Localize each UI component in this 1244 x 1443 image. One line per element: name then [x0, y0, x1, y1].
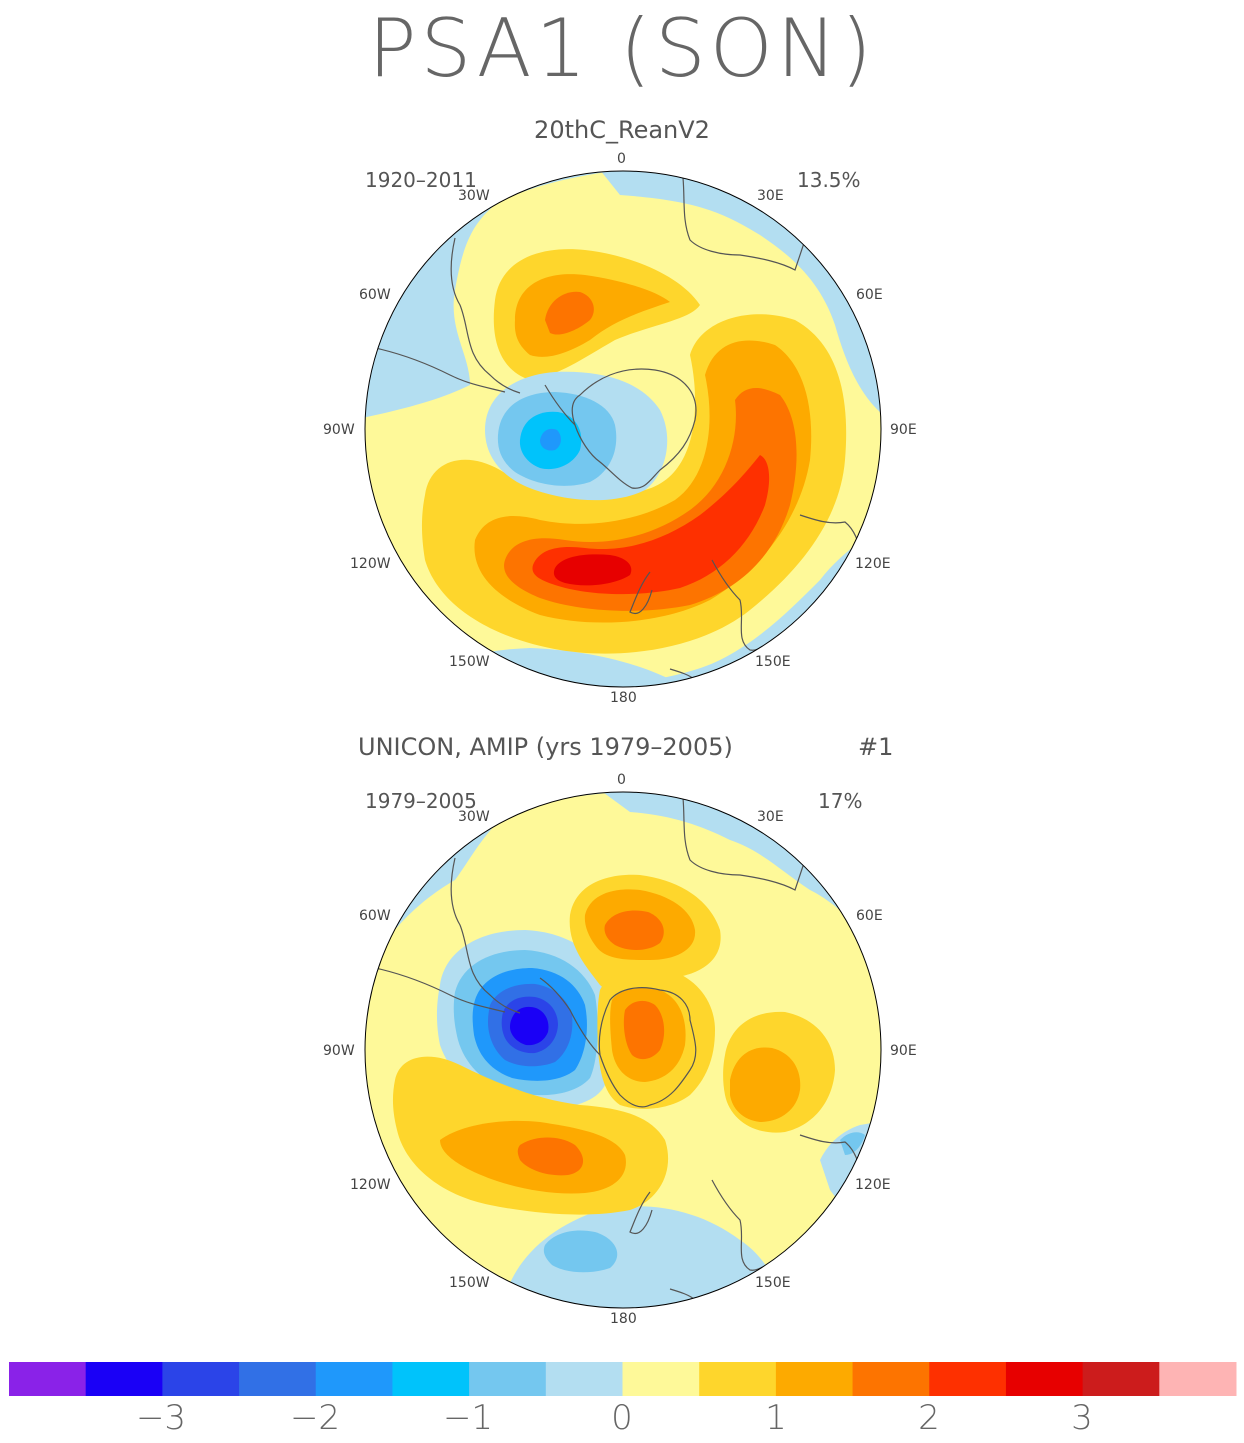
panel2-pos-north-3 [604, 910, 664, 951]
panel1-map-border [364, 170, 882, 688]
panel1-lon-90w: 90W [323, 422, 355, 438]
colorbar-swatch-12 [929, 1362, 1007, 1396]
panel2-lon-150w: 150W [449, 1275, 490, 1291]
panel2-lon-30w: 30W [458, 809, 490, 825]
panel2-subtitle: UNICON, AMIP (yrs 1979–2005) [358, 733, 733, 761]
colorbar-swatch-10 [775, 1362, 854, 1396]
colorbar-label-3: 3 [1071, 1398, 1093, 1438]
panel1-lon-120e: 120E [855, 556, 891, 572]
colorbar-swatch-3 [239, 1362, 317, 1396]
panel2-lon-60e: 60E [856, 908, 883, 924]
colorbar-swatch-2 [162, 1362, 240, 1396]
panel2-years: 1979–2005 [365, 789, 477, 813]
panel2-pos-east-2 [730, 1047, 801, 1122]
panel1-lon-150w: 150W [449, 654, 490, 670]
colorbar-swatch-0 [9, 1362, 87, 1396]
panel1-lon-60w: 60W [359, 287, 391, 303]
colorbar-label-neg3: −3 [135, 1398, 187, 1438]
colorbar-label-2: 2 [918, 1398, 940, 1438]
panel2-neg-centre-6 [510, 1006, 549, 1046]
panel2-lon-60w: 60W [359, 908, 391, 924]
panel2-lon-180: 180 [610, 1311, 637, 1327]
panel2-pos-centre-3 [623, 1000, 665, 1060]
panel1-lon-30e: 30E [757, 188, 784, 204]
panel1-pos-north-3 [545, 291, 594, 335]
panel1-lon-90e: 90E [890, 422, 917, 438]
colorbar-label-0: 0 [611, 1398, 633, 1438]
colorbar [9, 1362, 1237, 1396]
panel2-lon-90e: 90E [890, 1043, 917, 1059]
panel2-neg-south-2 [543, 1230, 618, 1273]
colorbar-swatch-11 [852, 1362, 930, 1396]
panel2-ensemble: #1 [858, 733, 894, 761]
panel1-lon-120w: 120W [350, 556, 391, 572]
panel1-lon-60e: 60E [856, 287, 883, 303]
panel2-lon-120e: 120E [855, 1177, 891, 1193]
colorbar-swatch-6 [469, 1362, 547, 1396]
colorbar-swatch-7 [545, 1362, 623, 1396]
panel1-lon-150e: 150E [755, 654, 791, 670]
panel2-map [365, 792, 881, 1308]
panel1-subtitle: 20thC_ReanV2 [534, 116, 710, 144]
panel2-neg-east-2 [840, 1132, 865, 1155]
panel2-lon-150e: 150E [755, 1275, 791, 1291]
panel1-pos-arc-5 [553, 554, 632, 586]
colorbar-label-neg1: −1 [442, 1398, 494, 1438]
panel1-variance: 13.5% [797, 168, 861, 192]
colorbar-swatch-9 [699, 1362, 777, 1396]
colorbar-swatch-13 [1005, 1362, 1084, 1396]
panel1-years: 1920–2011 [365, 168, 477, 192]
panel1-map [365, 171, 881, 687]
colorbar-label-neg2: −2 [289, 1398, 341, 1438]
panel2-lon-30e: 30E [757, 809, 784, 825]
panel2-lon-120w: 120W [350, 1177, 391, 1193]
colorbar-label-1: 1 [765, 1398, 787, 1438]
panel2-lon-0: 0 [617, 772, 626, 788]
panel1-neg-centre-4 [540, 428, 561, 451]
panel2-coastlines [365, 797, 863, 1301]
panel2-pos-southwest-3 [517, 1137, 584, 1176]
panel1-lon-0: 0 [617, 151, 626, 167]
colorbar-swatch-14 [1082, 1362, 1160, 1396]
main-title: PSA1 (SON) [368, 2, 876, 95]
colorbar-swatch-15 [1159, 1362, 1237, 1396]
colorbar-swatch-5 [392, 1362, 470, 1396]
panel2-variance: 17% [818, 789, 863, 813]
colorbar-swatch-8 [622, 1362, 700, 1396]
colorbar-swatch-1 [85, 1362, 163, 1396]
colorbar-swatch-4 [315, 1362, 393, 1396]
panel2-map-border [364, 791, 882, 1309]
panel1-lon-30w: 30W [458, 188, 490, 204]
panel1-lon-180: 180 [610, 690, 637, 706]
panel2-lon-90w: 90W [323, 1043, 355, 1059]
